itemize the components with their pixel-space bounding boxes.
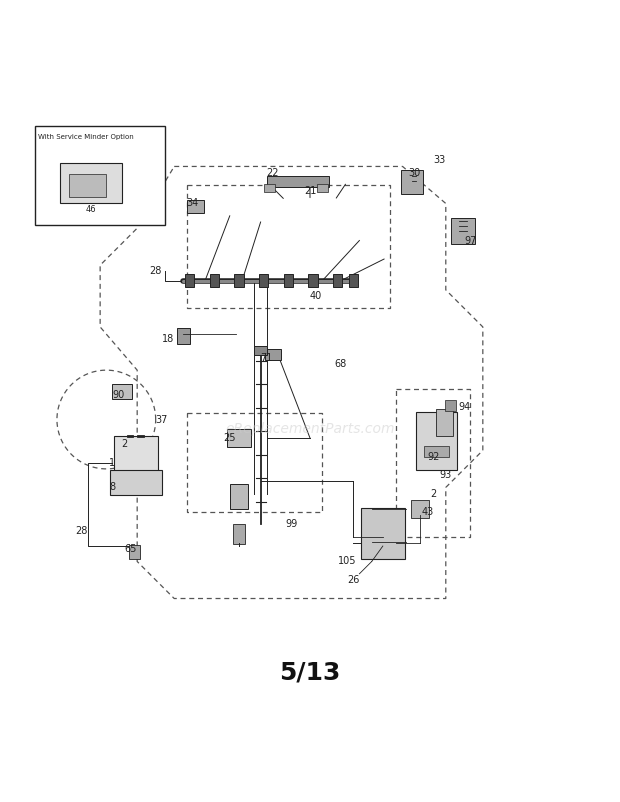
- Text: 90: 90: [113, 390, 125, 400]
- Text: 99: 99: [285, 520, 298, 529]
- FancyBboxPatch shape: [185, 274, 194, 287]
- Text: 97: 97: [464, 236, 477, 245]
- FancyBboxPatch shape: [254, 346, 267, 354]
- Text: 65: 65: [125, 544, 137, 554]
- Text: 2: 2: [430, 488, 436, 499]
- FancyBboxPatch shape: [60, 164, 122, 204]
- Text: 40: 40: [310, 291, 322, 301]
- Text: 25: 25: [224, 433, 236, 443]
- Text: 18: 18: [162, 334, 174, 344]
- Text: 43: 43: [421, 507, 433, 517]
- FancyBboxPatch shape: [113, 435, 158, 472]
- FancyBboxPatch shape: [228, 429, 250, 447]
- FancyBboxPatch shape: [112, 384, 131, 399]
- Text: 71: 71: [260, 353, 273, 363]
- FancyBboxPatch shape: [69, 174, 106, 197]
- Text: 46: 46: [86, 205, 96, 214]
- FancyBboxPatch shape: [309, 274, 317, 287]
- Text: 37: 37: [156, 415, 168, 424]
- FancyBboxPatch shape: [411, 500, 428, 518]
- FancyBboxPatch shape: [177, 329, 190, 344]
- FancyBboxPatch shape: [110, 469, 162, 496]
- FancyBboxPatch shape: [361, 508, 405, 559]
- FancyBboxPatch shape: [451, 218, 475, 245]
- FancyBboxPatch shape: [423, 446, 450, 457]
- FancyBboxPatch shape: [234, 524, 244, 544]
- FancyBboxPatch shape: [265, 349, 281, 360]
- Text: 68: 68: [335, 359, 347, 369]
- FancyBboxPatch shape: [333, 274, 342, 287]
- Text: 33: 33: [433, 156, 446, 165]
- FancyBboxPatch shape: [417, 411, 456, 471]
- FancyBboxPatch shape: [187, 200, 205, 213]
- Text: eReplacementParts.com: eReplacementParts.com: [225, 422, 395, 435]
- Text: 22: 22: [267, 168, 279, 177]
- FancyBboxPatch shape: [128, 545, 140, 559]
- FancyBboxPatch shape: [317, 184, 328, 192]
- Text: 8: 8: [109, 483, 115, 492]
- Text: 105: 105: [338, 557, 356, 566]
- Text: 30: 30: [409, 168, 421, 177]
- FancyBboxPatch shape: [267, 176, 329, 188]
- Text: 34: 34: [187, 198, 199, 209]
- Text: 1: 1: [109, 458, 115, 468]
- Text: 28: 28: [76, 525, 88, 536]
- Text: 28: 28: [149, 266, 162, 277]
- FancyBboxPatch shape: [35, 127, 165, 225]
- Text: With Service Minder Option: With Service Minder Option: [38, 134, 134, 140]
- Text: 5/13: 5/13: [280, 661, 340, 685]
- FancyBboxPatch shape: [284, 274, 293, 287]
- FancyBboxPatch shape: [445, 400, 456, 411]
- Text: 94: 94: [458, 402, 471, 412]
- FancyBboxPatch shape: [264, 184, 275, 192]
- FancyBboxPatch shape: [259, 274, 268, 287]
- FancyBboxPatch shape: [348, 274, 358, 287]
- FancyBboxPatch shape: [401, 169, 423, 194]
- Text: 21: 21: [304, 186, 316, 196]
- FancyBboxPatch shape: [230, 484, 248, 509]
- FancyBboxPatch shape: [210, 274, 219, 287]
- FancyBboxPatch shape: [234, 274, 244, 287]
- Text: 92: 92: [427, 452, 440, 461]
- Text: 93: 93: [440, 470, 452, 480]
- Text: 2: 2: [122, 439, 128, 449]
- Text: 26: 26: [347, 575, 360, 585]
- FancyBboxPatch shape: [436, 409, 453, 436]
